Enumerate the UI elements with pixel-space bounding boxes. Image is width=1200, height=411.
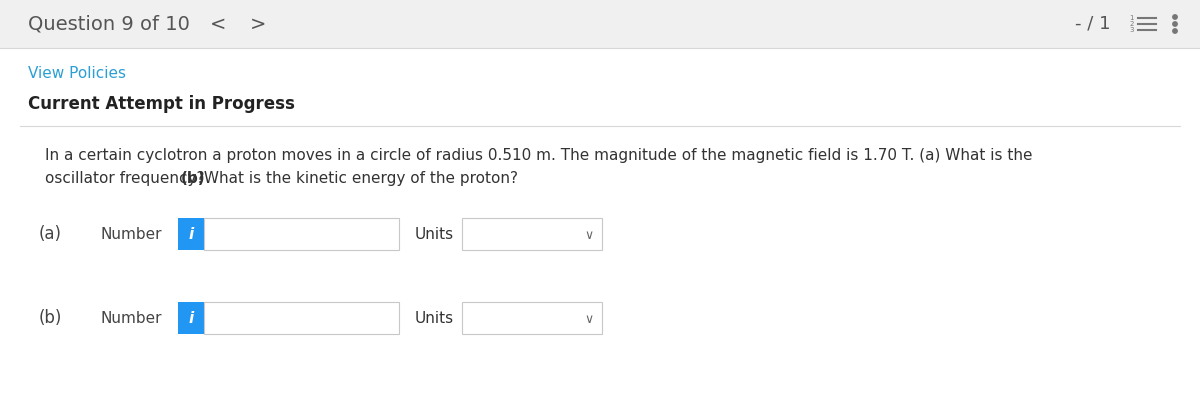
Text: <: <	[210, 14, 226, 34]
Text: 2: 2	[1129, 21, 1134, 27]
Text: Units: Units	[415, 226, 454, 242]
Text: 1: 1	[1129, 15, 1134, 21]
FancyBboxPatch shape	[0, 48, 1200, 411]
Text: ∨: ∨	[584, 229, 594, 242]
FancyBboxPatch shape	[462, 218, 602, 250]
Text: (b): (b)	[38, 309, 61, 327]
Text: What is the kinetic energy of the proton?: What is the kinetic energy of the proton…	[199, 171, 517, 185]
Text: Question 9 of 10: Question 9 of 10	[28, 14, 190, 34]
Circle shape	[1172, 29, 1177, 33]
Text: View Policies: View Policies	[28, 67, 126, 81]
Text: (a): (a)	[38, 225, 61, 243]
Text: Number: Number	[100, 226, 162, 242]
Circle shape	[1172, 15, 1177, 19]
Text: oscillator frequency?: oscillator frequency?	[46, 171, 209, 185]
Text: >: >	[250, 14, 266, 34]
FancyBboxPatch shape	[204, 302, 398, 334]
FancyBboxPatch shape	[204, 218, 398, 250]
Text: 3: 3	[1129, 27, 1134, 33]
Text: Units: Units	[415, 310, 454, 326]
FancyBboxPatch shape	[178, 218, 204, 250]
Text: (b): (b)	[180, 171, 205, 185]
Circle shape	[1172, 22, 1177, 26]
Text: i: i	[188, 310, 193, 326]
Text: In a certain cyclotron a proton moves in a circle of radius 0.510 m. The magnitu: In a certain cyclotron a proton moves in…	[46, 148, 1032, 162]
Text: - / 1: - / 1	[1075, 15, 1110, 33]
FancyBboxPatch shape	[178, 302, 204, 334]
Text: Current Attempt in Progress: Current Attempt in Progress	[28, 95, 295, 113]
FancyBboxPatch shape	[0, 0, 1200, 48]
Text: i: i	[188, 226, 193, 242]
Text: Number: Number	[100, 310, 162, 326]
FancyBboxPatch shape	[462, 302, 602, 334]
Text: ∨: ∨	[584, 312, 594, 326]
